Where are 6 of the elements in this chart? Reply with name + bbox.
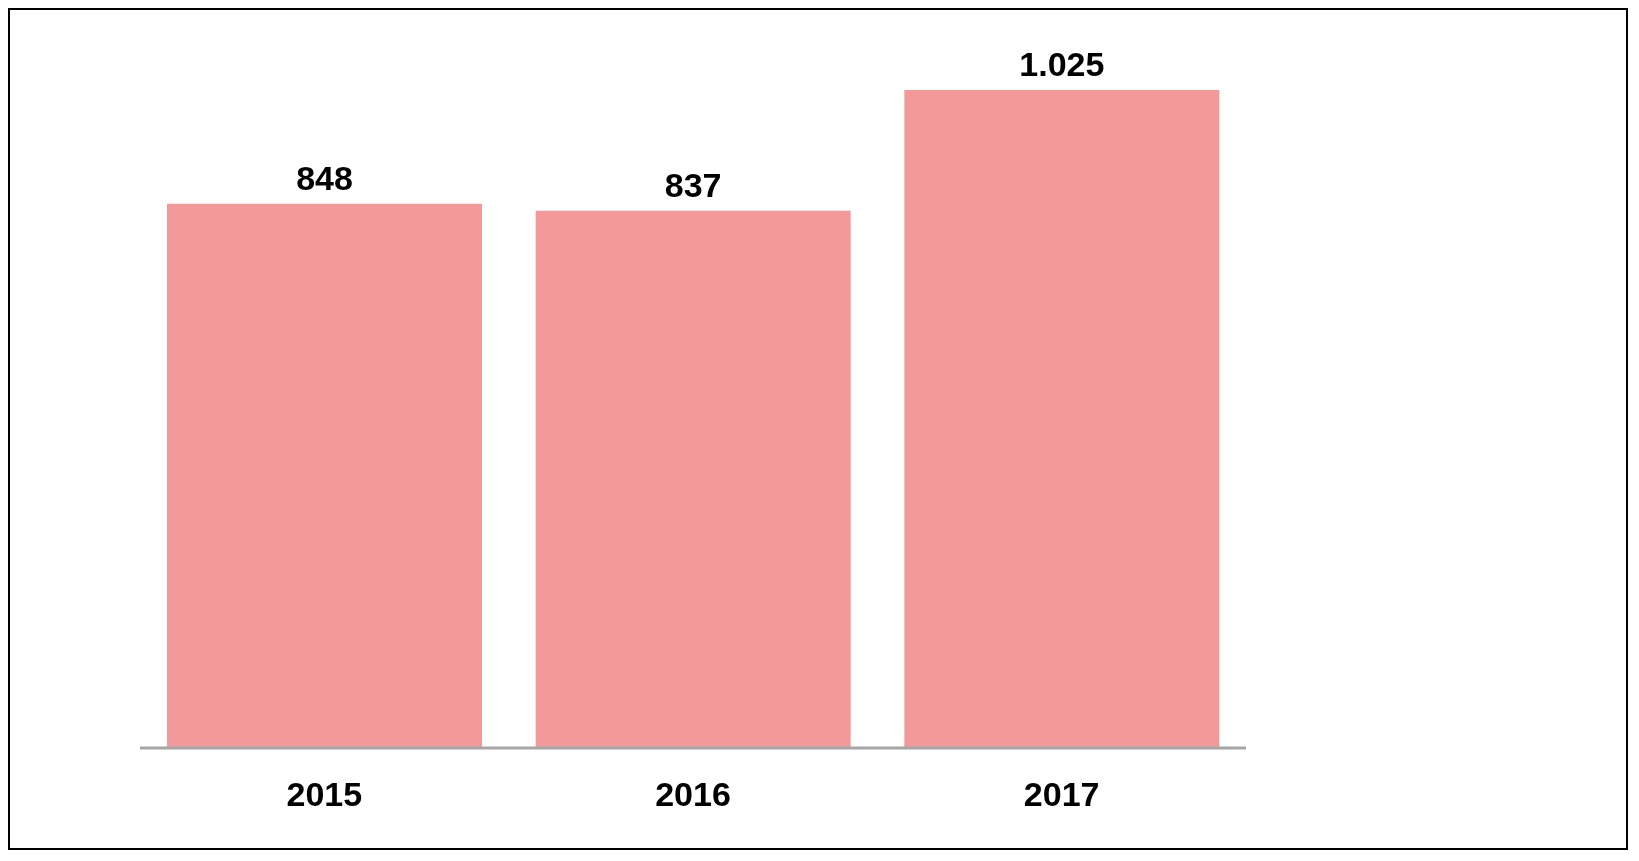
data-label: 837 — [664, 165, 722, 204]
x-tick-label: 2017 — [1023, 775, 1100, 814]
data-label: 1.025 — [1019, 45, 1105, 83]
x-tick-label: 2016 — [655, 775, 731, 814]
x-tick-label: 2015 — [286, 775, 363, 814]
data-label: 848 — [296, 158, 353, 197]
